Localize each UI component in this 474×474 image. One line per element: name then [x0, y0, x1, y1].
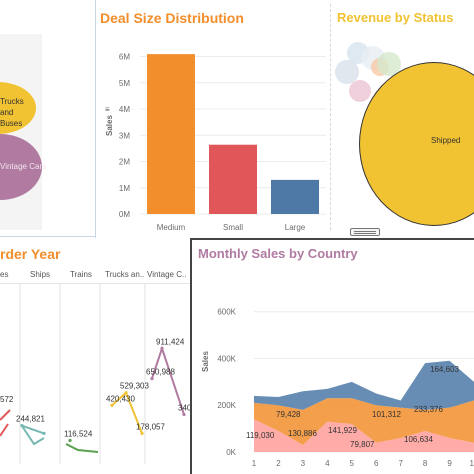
deal-ytick-label: 3M	[119, 131, 130, 140]
monthly-data-label: 79,428	[276, 410, 301, 419]
deal-xtick-label: Medium	[157, 223, 186, 232]
deal-ytick-label: 0M	[119, 210, 130, 219]
monthly-country-panel: Monthly Sales by Country 0K 200K 400K 600K …	[190, 238, 474, 474]
monthly-xtick-label: 10	[470, 459, 474, 468]
column-header-vintage: Vintage C..	[147, 270, 187, 279]
revenue-status-panel: Revenue by Status Shipped	[331, 0, 474, 236]
monthly-xtick-label: 3	[301, 459, 306, 468]
monthly-data-label: 106,634	[404, 435, 433, 444]
monthly-area-series-3[interactable]	[254, 360, 474, 410]
column-header-trains: Trains	[70, 270, 92, 279]
deal-ytick-label: 1M	[119, 184, 130, 193]
deal-ytick-label: 4M	[119, 105, 130, 114]
order-line-partial[interactable]	[0, 409, 11, 421]
order-point[interactable]	[140, 431, 144, 435]
deal-ytick-label: 5M	[119, 79, 130, 88]
status-bubble-6[interactable]	[349, 80, 371, 102]
bubble-label-trucks: Trucks and Buses	[0, 97, 24, 128]
monthly-xtick-label: 8	[423, 459, 428, 468]
monthly-data-label: 101,312	[372, 410, 401, 419]
order-point[interactable]	[110, 403, 114, 407]
monthly-area-series-1[interactable]	[254, 419, 474, 452]
monthly-ytick-label: 200K	[217, 401, 236, 410]
monthly-xtick-label: 2	[276, 459, 281, 468]
monthly-country-title: Monthly Sales by Country	[198, 246, 358, 261]
column-header-ships: Ships	[30, 270, 51, 279]
order-line-partial[interactable]	[0, 423, 9, 437]
order-value-label: 178,057	[136, 422, 165, 431]
bubble-label-vintage: Vintage Cars	[0, 162, 47, 171]
order-value-label: 340,739	[178, 404, 190, 413]
deal-xtick-label: Large	[285, 223, 306, 232]
deal-size-title: Deal Size Distribution	[100, 10, 244, 26]
monthly-xtick-label: 1	[252, 459, 257, 468]
order-point[interactable]	[42, 431, 46, 435]
order-value-label: 529,303	[120, 382, 149, 391]
monthly-xtick-label: 5	[350, 459, 355, 468]
deal-ytick-label: 6M	[119, 53, 130, 62]
order-value-label: 244,821	[16, 415, 45, 424]
monthly-ytick-label: 400K	[217, 354, 236, 363]
order-point[interactable]	[150, 377, 154, 381]
monthly-country-chart: 0K 200K 400K 600K 1 2 3 4 5 6 7 8 9 10 119,030 79,428…	[201, 308, 474, 468]
panel-bottom-border	[0, 236, 95, 237]
order-value-label: 911,424	[156, 337, 185, 346]
monthly-ylabel: Sales	[201, 351, 210, 372]
monthly-data-label: 233,376	[414, 405, 443, 414]
monthly-ytick-label: 0K	[226, 448, 236, 457]
monthly-data-label: 141,929	[328, 426, 357, 435]
order-value-label: 116,524	[64, 430, 93, 439]
monthly-xtick-label: 9	[447, 459, 452, 468]
deal-size-chart: 0M 1M 2M 3M 4M 5M 6M Medium Small Large Sales ≡	[105, 53, 326, 232]
monthly-ytick-label: 600K	[217, 308, 236, 317]
order-value-label: 572	[0, 395, 14, 404]
product-bubble-panel: Trucks and Buses Vintage Cars	[0, 0, 96, 238]
deal-size-panel: Deal Size Distribution 0M 1M 2M 3M 4M 5M 6M Me…	[96, 0, 330, 236]
order-point[interactable]	[68, 438, 72, 443]
monthly-xtick-label: 6	[374, 459, 379, 468]
monthly-xtick-label: 7	[398, 459, 403, 468]
sort-icon[interactable]: ≡	[105, 105, 110, 114]
order-value-label: 650,988	[146, 368, 175, 377]
monthly-data-label: 79,807	[350, 440, 375, 449]
panel-divider	[330, 4, 331, 230]
monthly-area-series-2[interactable]	[254, 398, 474, 445]
order-year-chart: 572 244,821 116,524 420,430 529,303 178,057 65…	[0, 284, 190, 464]
order-year-panel: rder Year	[0, 236, 190, 474]
revenue-status-title: Revenue by Status	[337, 10, 454, 25]
deal-size-ylabel: Sales	[105, 115, 114, 136]
order-point[interactable]	[124, 391, 128, 395]
order-line-ships-tail[interactable]	[21, 425, 45, 446]
deal-bar-large[interactable]	[271, 179, 319, 214]
monthly-xtick-label: 4	[325, 459, 330, 468]
monthly-data-label: 119,030	[246, 431, 275, 440]
order-line-ships[interactable]	[21, 424, 45, 435]
order-year-title: rder Year	[0, 246, 61, 262]
order-point[interactable]	[182, 412, 186, 417]
order-line-trains[interactable]	[65, 443, 99, 453]
order-point[interactable]	[160, 346, 164, 351]
deal-bar-medium[interactable]	[147, 54, 195, 215]
status-bubble-shipped[interactable]	[359, 62, 474, 226]
column-header-es: es	[0, 270, 9, 279]
monthly-data-label: 164,603	[430, 365, 459, 374]
order-value-label: 420,430	[106, 394, 135, 403]
deal-bar-small[interactable]	[209, 144, 257, 214]
deal-ytick-label: 2M	[119, 158, 130, 167]
deal-xtick-label: Small	[223, 223, 243, 232]
order-year-header-rule	[0, 283, 190, 284]
shipped-label: Shipped	[431, 136, 461, 145]
monthly-data-label: 130,886	[288, 429, 317, 438]
drag-handle-icon[interactable]	[350, 228, 380, 236]
column-header-trucks: Trucks an..	[105, 270, 145, 279]
